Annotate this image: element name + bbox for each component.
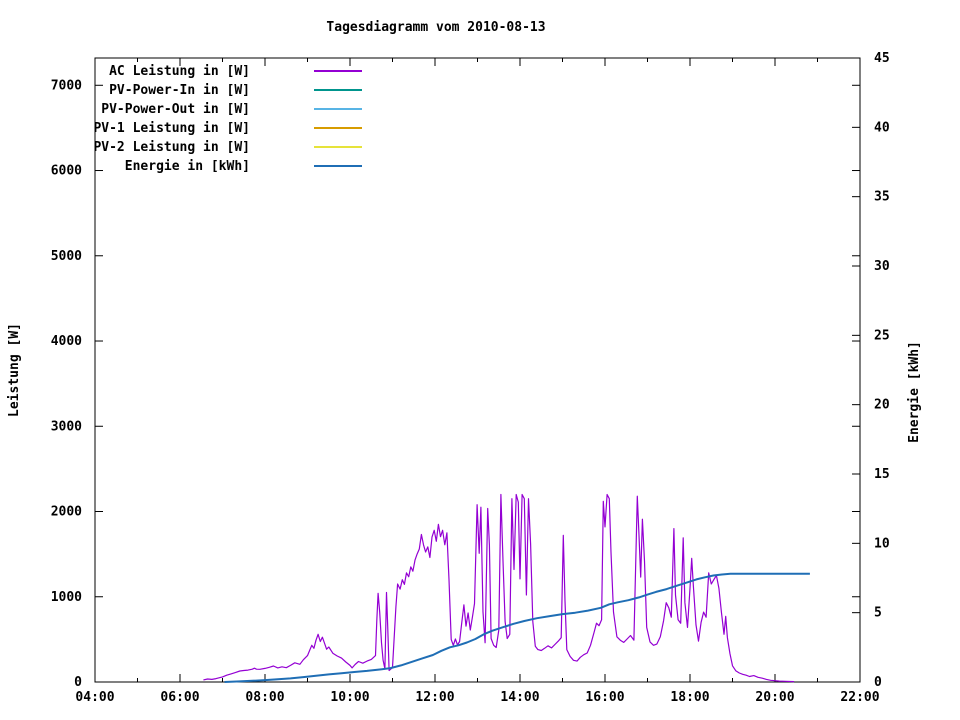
chart-legend: AC Leistung in [W] PV-Power-In in [W] PV-P…: [93, 64, 362, 174]
y2-tick-label: 25: [874, 328, 890, 343]
y2-tick-label: 20: [874, 398, 890, 413]
x-tick-label: 06:00: [160, 690, 199, 705]
y2-axis-label: Energie [kWh]: [907, 341, 922, 443]
y-tick-label: 3000: [51, 419, 82, 434]
x-tick-label: 20:00: [755, 690, 794, 705]
legend-label: PV-2 Leistung in [W]: [93, 140, 250, 155]
chart-title: Tagesdiagramm vom 2010-08-13: [326, 20, 545, 35]
x-tick-label: 12:00: [415, 690, 454, 705]
series-lines: [203, 493, 810, 683]
axis-ticks: [94, 57, 861, 683]
y2-tick-label: 45: [874, 51, 890, 66]
y-tick-label: 6000: [51, 164, 82, 179]
y2-tick-label: 40: [874, 120, 890, 135]
y-tick-label: 0: [74, 675, 82, 690]
legend-label: PV-1 Leistung in [W]: [93, 121, 250, 136]
x-tick-label: 14:00: [500, 690, 539, 705]
series-ac-leistung-in-w: [203, 493, 795, 683]
y-tick-label: 5000: [51, 249, 82, 264]
y-tick-label: 2000: [51, 505, 82, 520]
x-tick-label: 04:00: [75, 690, 114, 705]
legend-label: Energie in [kWh]: [125, 159, 250, 174]
legend-label: PV-Power-Out in [W]: [101, 102, 250, 117]
y2-tick-label: 10: [874, 536, 890, 551]
y2-tick-label: 15: [874, 467, 890, 482]
legend-label: AC Leistung in [W]: [109, 64, 250, 79]
series-energie-in-kwh: [224, 572, 810, 683]
y2-tick-label: 35: [874, 190, 890, 205]
y-tick-label: 1000: [51, 590, 82, 605]
y-tick-label: 7000: [51, 78, 82, 93]
y-tick-label: 4000: [51, 334, 82, 349]
x-tick-label: 22:00: [840, 690, 879, 705]
legend-label: PV-Power-In in [W]: [109, 83, 250, 98]
y2-tick-label: 5: [874, 606, 882, 621]
x-tick-label: 10:00: [330, 690, 369, 705]
axis-tick-labels: 04:00 06:00 08:00 10:00 12:00 14:00 16:00 18:00…: [51, 51, 890, 705]
x-tick-label: 08:00: [245, 690, 284, 705]
y-axis-label: Leistung [W]: [7, 323, 22, 417]
x-tick-label: 18:00: [670, 690, 709, 705]
x-tick-label: 16:00: [585, 690, 624, 705]
y2-tick-label: 30: [874, 259, 890, 274]
y2-tick-label: 0: [874, 675, 882, 690]
